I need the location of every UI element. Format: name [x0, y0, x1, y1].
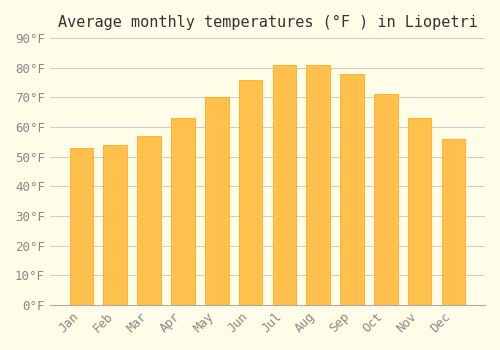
Title: Average monthly temperatures (°F ) in Liopetri: Average monthly temperatures (°F ) in Li…	[58, 15, 478, 30]
Bar	[104, 145, 127, 305]
Bar	[272, 65, 296, 305]
Bar	[205, 97, 229, 305]
Bar	[374, 94, 398, 305]
Bar	[238, 80, 262, 305]
Bar	[340, 74, 364, 305]
Bar	[70, 148, 94, 305]
Bar	[138, 136, 161, 305]
Bar	[442, 139, 465, 305]
Bar	[306, 65, 330, 305]
Bar	[171, 118, 194, 305]
Bar	[408, 118, 432, 305]
